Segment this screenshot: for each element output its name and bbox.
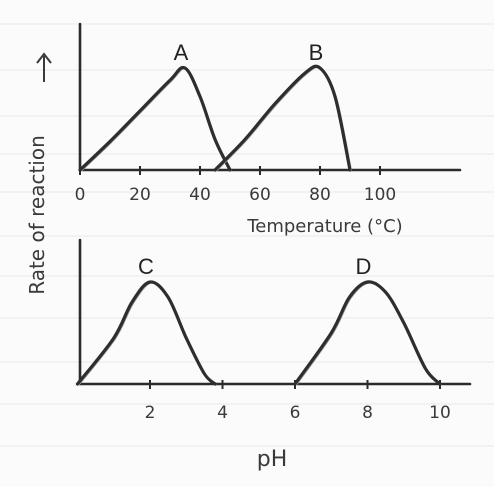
curve-c-label: C: [138, 254, 154, 279]
ph-chart: 2 4 6 8 10 C D pH: [75, 238, 472, 472]
temperature-tick-label: 100: [364, 185, 396, 205]
notebook-rules: [0, 23, 494, 447]
ph-tick-label: 2: [145, 403, 156, 423]
curve-c: [75, 280, 217, 386]
temperature-chart: 0 20 40 60 80 100 A B Temperature (°C): [75, 22, 462, 237]
curve-d: [293, 280, 442, 386]
temperature-tick-label: 80: [309, 185, 331, 205]
ph-x-axis-label: pH: [257, 447, 288, 472]
ph-tick-label: 4: [217, 403, 228, 423]
temperature-tick-label: 0: [75, 185, 86, 205]
curve-b-label: B: [309, 40, 324, 65]
curve-d-label: D: [356, 254, 372, 279]
curve-d-sketch-shadow: [296, 282, 442, 386]
ph-tick-label: 6: [290, 403, 301, 423]
temperature-x-axis-label: Temperature (°C): [246, 216, 402, 237]
y-axis-arrow: [36, 52, 52, 82]
ph-tick-label: 10: [429, 403, 451, 423]
curve-a: [78, 65, 232, 172]
ph-tick-label: 8: [362, 403, 373, 423]
curve-c-sketch-shadow: [78, 282, 218, 386]
temperature-tick-label: 20: [129, 185, 151, 205]
curve-b: [213, 64, 352, 172]
temperature-tick-label: 40: [189, 185, 211, 205]
curve-a-label: A: [174, 40, 189, 65]
temperature-tick-label: 60: [249, 185, 271, 205]
y-axis-label: Rate of reaction: [25, 135, 49, 295]
